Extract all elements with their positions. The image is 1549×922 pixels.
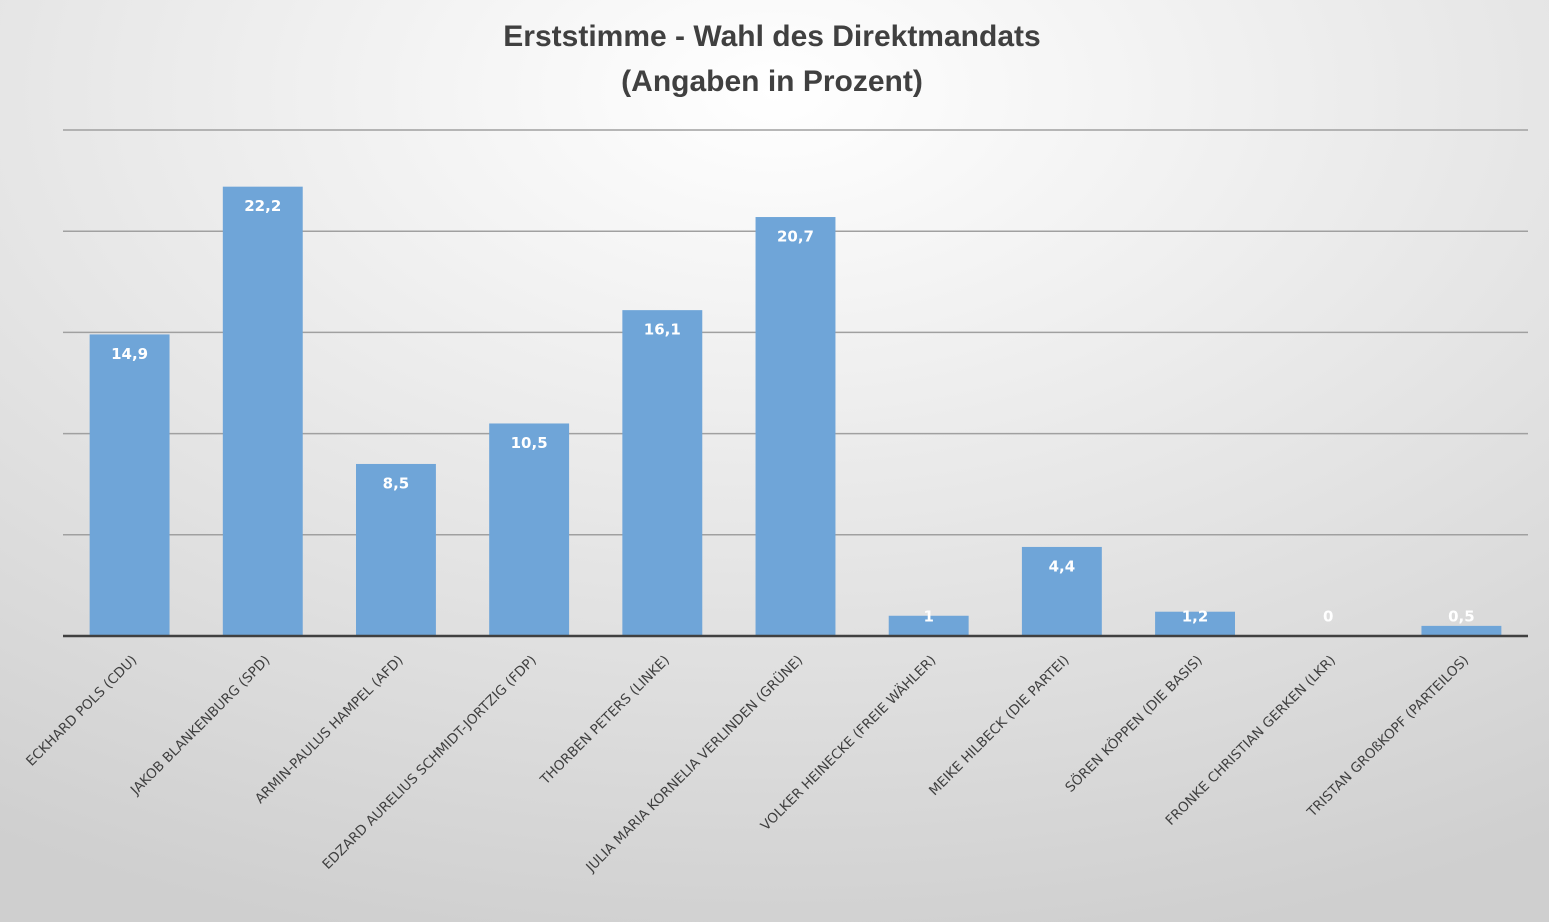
value-label: 16,1 <box>644 321 681 339</box>
bar <box>489 423 570 636</box>
bar <box>1021 546 1102 636</box>
bar <box>755 217 836 637</box>
value-label: 22,2 <box>244 197 281 215</box>
value-label: 0 <box>1323 608 1333 626</box>
bar <box>222 186 303 636</box>
value-label: 10,5 <box>511 434 548 452</box>
value-label: 8,5 <box>383 474 410 492</box>
chart-title: Erststimme - Wahl des Direktmandats <box>503 20 1040 53</box>
bar <box>89 334 170 636</box>
value-label: 1,2 <box>1182 608 1209 626</box>
bar <box>1421 625 1502 636</box>
value-label: 1 <box>923 608 933 626</box>
bar <box>622 310 703 636</box>
bar <box>888 615 969 636</box>
value-label: 20,7 <box>777 228 814 246</box>
bar <box>1155 611 1235 636</box>
value-label: 14,9 <box>111 345 148 363</box>
value-label: 4,4 <box>1049 557 1076 575</box>
chart-subtitle: (Angaben in Prozent) <box>621 65 923 98</box>
bar <box>356 463 436 636</box>
value-label: 0,5 <box>1448 608 1475 626</box>
